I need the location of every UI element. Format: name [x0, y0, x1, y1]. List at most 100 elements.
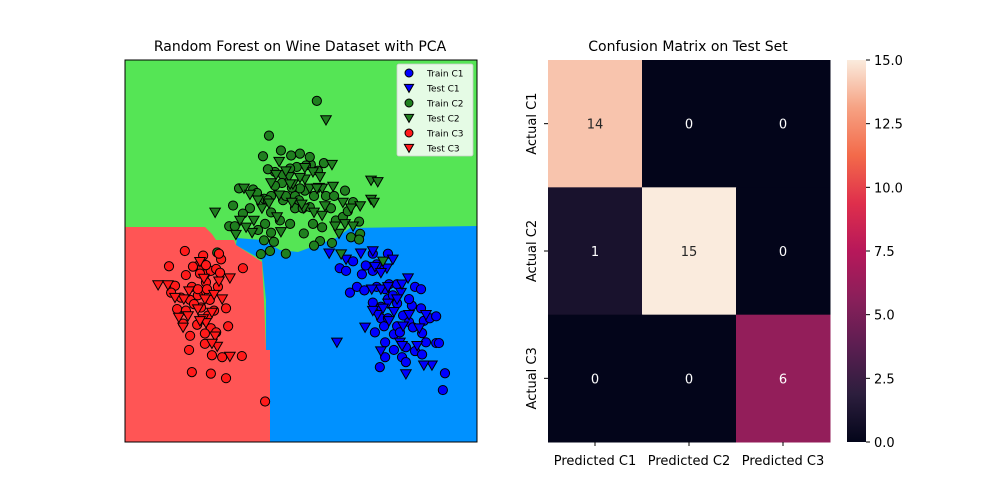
point-test-c2 [336, 197, 350, 209]
point-test-c1 [339, 254, 353, 266]
point-train-c1 [347, 256, 359, 267]
point-train-c3 [206, 350, 218, 361]
point-train-c3 [180, 269, 191, 281]
series-test-c1 [323, 246, 439, 381]
point-train-c1 [388, 344, 400, 356]
point-test-c3 [161, 280, 175, 292]
point-train-c3 [214, 267, 226, 278]
point-train-c2 [286, 150, 297, 161]
legend-marker-test-c1 [403, 83, 415, 94]
point-test-c3 [177, 294, 190, 306]
point-test-c1 [387, 307, 401, 318]
point-train-c3 [179, 245, 190, 257]
point-test-c2 [273, 190, 286, 202]
point-test-c3 [198, 294, 212, 306]
point-train-c2 [326, 237, 338, 249]
point-train-c2 [265, 227, 277, 238]
point-test-c2 [344, 203, 358, 215]
point-train-c2 [280, 248, 291, 259]
point-test-c2 [255, 203, 269, 215]
point-test-c1 [411, 341, 424, 352]
point-test-c2 [328, 221, 342, 233]
point-test-c2 [251, 195, 265, 207]
cell-value-r3-c2: 0 [685, 372, 693, 387]
point-test-c1 [386, 254, 400, 266]
point-test-c2 [229, 229, 243, 241]
point-train-c2 [229, 221, 240, 232]
point-train-c2 [353, 234, 365, 245]
point-test-c2 [310, 183, 323, 195]
point-test-c2 [318, 201, 332, 212]
point-train-c1 [380, 352, 391, 363]
point-test-c1 [365, 284, 378, 296]
point-train-c2 [257, 151, 269, 162]
cell-r1-c1 [548, 60, 643, 188]
point-train-c3 [199, 328, 211, 339]
point-train-c1 [415, 284, 427, 295]
point-test-c3 [172, 312, 186, 324]
point-test-c3 [193, 316, 207, 327]
point-test-c2 [334, 249, 348, 261]
point-train-c2 [255, 248, 266, 260]
cell-value-r2-c2: 15 [681, 245, 698, 260]
point-train-c1 [356, 269, 367, 280]
point-train-c2 [328, 190, 340, 202]
cell-value-r2-c1: 1 [591, 245, 599, 260]
point-train-c2 [227, 200, 239, 211]
point-train-c2 [308, 190, 320, 202]
legend-label-test-c1: Test C1 [426, 85, 460, 95]
point-train-c1 [369, 327, 381, 338]
point-test-c3 [193, 256, 207, 268]
point-train-c1 [360, 260, 371, 271]
point-test-c2 [293, 172, 307, 184]
point-test-c2 [295, 199, 308, 211]
point-train-c3 [213, 248, 225, 259]
cell-r3-c2 [642, 314, 737, 443]
point-test-c3 [205, 338, 219, 350]
point-test-c2 [264, 178, 278, 190]
y-tick-label-actual-c3: Actual C3 [525, 347, 540, 409]
point-train-c3 [186, 366, 197, 378]
colorbar-tick-label: 0.0 [874, 436, 895, 451]
point-train-c3 [185, 330, 196, 341]
point-train-c2 [307, 218, 319, 229]
point-test-c1 [323, 248, 336, 260]
point-test-c3 [176, 322, 190, 334]
point-test-c2 [279, 166, 293, 178]
point-train-c2 [311, 95, 322, 106]
legend-label-test-c3: Test C3 [426, 145, 460, 155]
point-test-c2 [239, 222, 253, 234]
point-train-c1 [431, 311, 442, 322]
left-chart-title: Random Forest on Wine Dataset with PCA [154, 39, 447, 55]
point-train-c2 [259, 218, 271, 229]
point-test-c2 [313, 172, 327, 183]
point-train-c3 [171, 303, 183, 315]
x-tick-label-predicted-c2: Predicted C2 [648, 454, 731, 469]
cell-value-r1-c1: 14 [587, 118, 604, 133]
point-test-c1 [419, 310, 433, 321]
scatter-plot-area: Train C1 Test C1 Train C2 Test C2 Train C3 Te… [124, 59, 478, 443]
point-test-c1 [330, 337, 344, 349]
point-test-c1 [390, 294, 404, 306]
region-class-c1 [236, 226, 477, 442]
colorbar-tick-label: 10.0 [874, 181, 903, 196]
point-test-c3 [151, 280, 165, 292]
point-test-c1 [395, 341, 409, 352]
point-train-c2 [318, 158, 329, 169]
point-test-c2 [325, 159, 339, 171]
point-train-c3 [183, 344, 195, 356]
point-test-c3 [216, 294, 229, 306]
point-train-c2 [262, 164, 274, 175]
cell-value-r3-c1: 0 [591, 372, 599, 387]
legend-marker-train-c3 [404, 128, 414, 138]
point-test-c1 [402, 310, 416, 321]
colorbar-tick-label: 12.5 [874, 118, 903, 133]
point-test-c3 [223, 273, 237, 285]
point-test-c2 [208, 207, 222, 219]
point-test-c1 [376, 303, 390, 315]
point-test-c2 [367, 197, 381, 209]
point-test-c1 [374, 268, 388, 279]
point-test-c2 [237, 183, 251, 195]
legend-label-train-c2: Train C2 [426, 100, 463, 110]
